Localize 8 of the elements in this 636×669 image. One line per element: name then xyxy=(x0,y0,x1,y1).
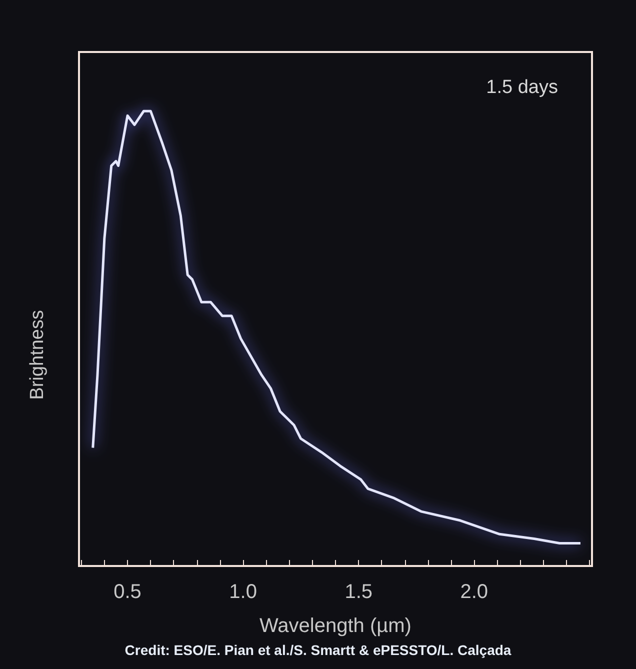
x-axis-title: Wavelength (µm) xyxy=(260,615,412,637)
text: 1.5 days xyxy=(486,77,558,98)
x-tick-label: 1.0 xyxy=(229,581,257,603)
x-tick-label: 2.0 xyxy=(460,581,488,603)
x-tick-label: 1.5 xyxy=(344,581,373,603)
text: Credit: ESO/E. Pian et al./S. Smartt & ePESSTO/L. Calçada xyxy=(124,642,512,658)
y-axis-title: Brightness xyxy=(27,310,48,400)
x-tick-label: 0.5 xyxy=(114,581,142,603)
